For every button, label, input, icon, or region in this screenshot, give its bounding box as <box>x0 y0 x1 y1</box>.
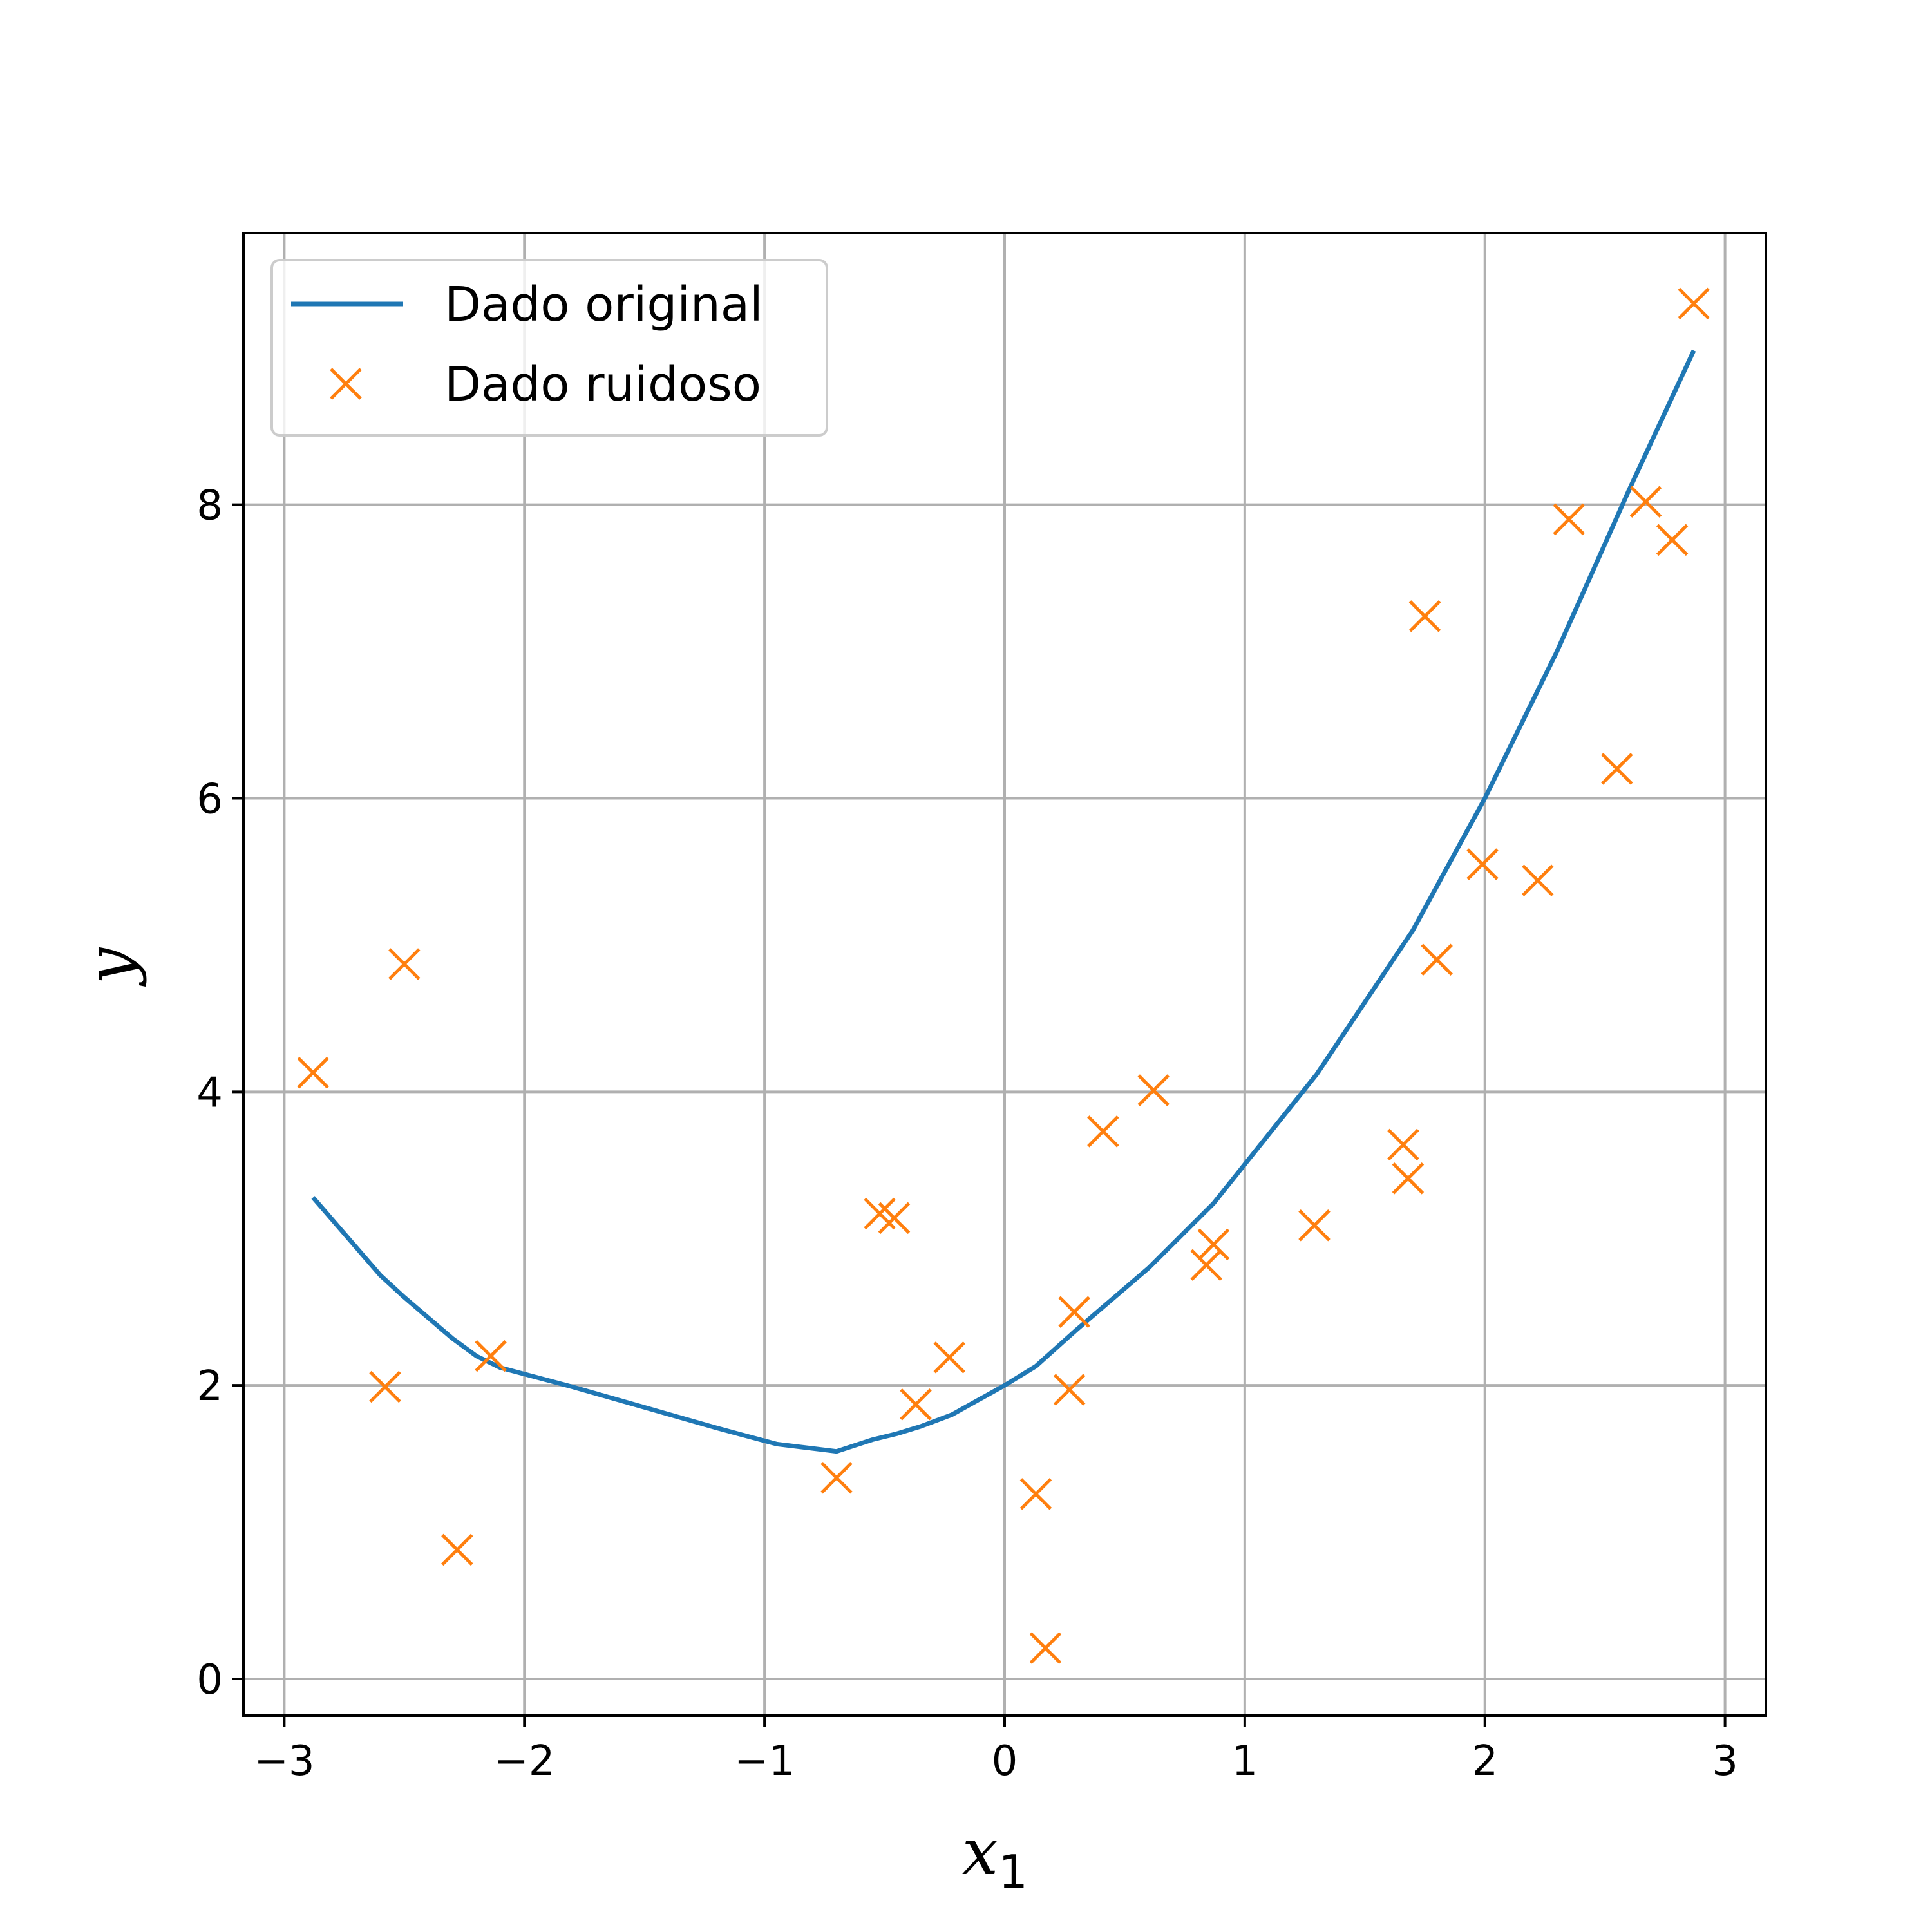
y-tick-label: 0 <box>196 1656 223 1704</box>
y-tick-label: 4 <box>196 1069 223 1117</box>
x-tick-label: −2 <box>494 1738 554 1785</box>
data-point <box>475 1340 507 1372</box>
data-point <box>1019 1478 1052 1510</box>
data-point <box>1197 1228 1230 1261</box>
data-point <box>1387 1128 1419 1161</box>
data-point <box>1298 1209 1331 1242</box>
y-tick-label: 2 <box>196 1363 223 1410</box>
data-point <box>1137 1074 1170 1106</box>
data-point <box>1421 943 1453 976</box>
data-point <box>1678 287 1710 320</box>
x-tick-label: 0 <box>992 1738 1018 1785</box>
data-point <box>1522 864 1554 896</box>
series-line-original <box>311 349 1696 1454</box>
data-point <box>1029 1632 1062 1664</box>
legend-label-original: Dado original <box>444 277 763 332</box>
data-point <box>1629 486 1662 518</box>
x-tick-label: −3 <box>254 1738 314 1785</box>
data-point <box>1053 1374 1086 1406</box>
y-axis-label: y <box>72 947 147 987</box>
data-point <box>1601 753 1633 785</box>
data-point <box>933 1341 966 1374</box>
data-point <box>388 948 421 980</box>
data-point <box>369 1370 401 1403</box>
x-tick-label: 1 <box>1232 1738 1258 1785</box>
data-point <box>1408 600 1441 632</box>
x-tick-label: 3 <box>1712 1738 1738 1785</box>
data-point <box>820 1462 853 1494</box>
data-point <box>1058 1296 1090 1328</box>
x-tick-label: 2 <box>1472 1738 1498 1785</box>
ticks: −3 −2 −1 0 1 2 3 0 2 4 6 8 <box>196 482 1738 1785</box>
y-tick-label: 6 <box>196 775 223 823</box>
data-point <box>900 1388 932 1421</box>
data-point <box>1392 1162 1425 1195</box>
legend-box <box>270 259 828 437</box>
data-point <box>1087 1115 1119 1148</box>
legend-marker-swatch <box>330 368 362 400</box>
x-tick-label: −1 <box>734 1738 795 1785</box>
y-tick-label: 8 <box>196 482 223 530</box>
x-axis-label: x1 <box>962 1814 1028 1899</box>
x-axis-label-subscript: 1 <box>998 1845 1028 1899</box>
data-point <box>297 1056 329 1089</box>
data-point <box>1466 848 1499 880</box>
data-point <box>878 1202 911 1235</box>
legend-label-noisy: Dado ruidoso <box>444 357 761 412</box>
x-axis-label-main: x <box>962 1814 998 1889</box>
legend: Dado original Dado ruidoso <box>270 259 828 437</box>
data-point <box>1190 1249 1222 1282</box>
data-point <box>441 1533 473 1566</box>
data-point <box>1656 524 1689 556</box>
data-point <box>1553 503 1586 536</box>
series-layer <box>297 287 1710 1664</box>
grid <box>243 233 1766 1716</box>
